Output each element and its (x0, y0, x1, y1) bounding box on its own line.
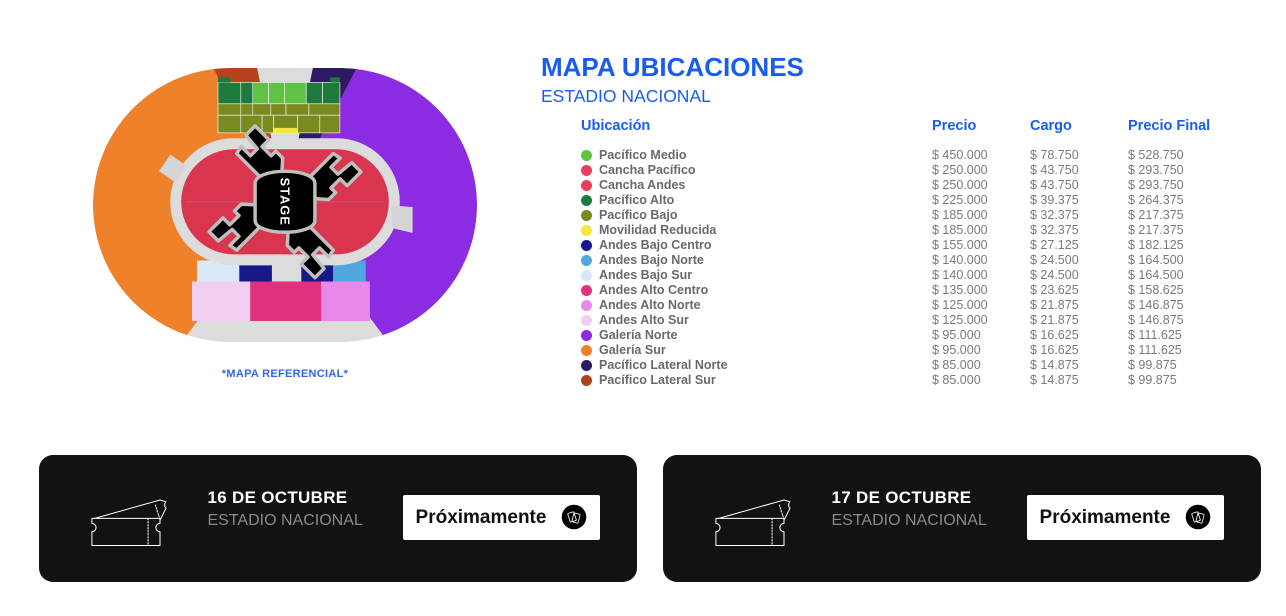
svg-text:STAGE: STAGE (277, 178, 291, 226)
